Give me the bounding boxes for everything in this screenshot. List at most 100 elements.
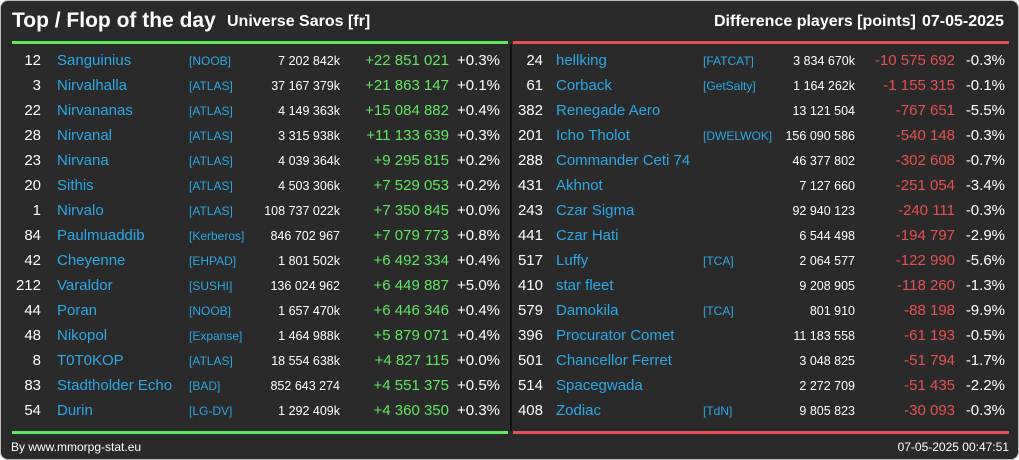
flop-accent-bar-bottom: [513, 431, 1009, 434]
player-name-link[interactable]: Paulmuaddib: [57, 227, 145, 244]
alliance-tag-link[interactable]: [SUSHI]: [189, 279, 233, 293]
player-rank: 42: [24, 252, 41, 269]
player-name-link[interactable]: Chancellor Ferret: [556, 352, 672, 369]
top-row: 42 Cheyenne [EHPAD] 1 801 502k +6 492 334 +0.…: [1, 248, 510, 273]
player-name-link[interactable]: hellking: [556, 52, 607, 69]
player-points: 1 464 988k: [278, 329, 340, 343]
player-rank: 23: [24, 152, 41, 169]
player-points: 4 039 364k: [278, 154, 340, 168]
player-name-link[interactable]: Nikopol: [57, 327, 108, 344]
player-name-link[interactable]: Spacegwada: [556, 377, 643, 394]
player-points: 7 127 660: [799, 179, 855, 193]
player-points: 4 503 306k: [278, 179, 340, 193]
player-name-link[interactable]: Luffy: [556, 252, 589, 269]
alliance-tag-link[interactable]: [ATLAS]: [189, 154, 233, 168]
alliance-tag-link[interactable]: [TdN]: [703, 404, 733, 418]
percent-change: -5.6%: [965, 252, 1005, 269]
flop-row: 441 Czar Hati 6 544 498 -194 797 -2.9%: [512, 223, 1018, 248]
alliance-tag-link[interactable]: [TCA]: [703, 304, 734, 318]
player-points: 9 805 823: [799, 404, 855, 418]
alliance-tag-link[interactable]: [DWELWOK]: [703, 129, 773, 143]
player-points: 11 183 558: [793, 329, 855, 343]
points-difference: -10 575 692: [874, 52, 955, 69]
player-name-link[interactable]: Nirvana: [57, 152, 109, 169]
player-rank: 431: [517, 177, 543, 194]
player-rank: 48: [24, 327, 41, 344]
player-name-link[interactable]: Renegade Aero: [556, 102, 661, 119]
percent-change: +0.3%: [457, 402, 500, 419]
alliance-tag-link[interactable]: [ATLAS]: [189, 129, 233, 143]
player-points: 108 737 022k: [264, 204, 340, 218]
player-rank: 61: [526, 77, 543, 94]
player-points: 3 048 825: [799, 354, 855, 368]
player-rank: 408: [517, 402, 543, 419]
player-name-link[interactable]: T0T0KOP: [57, 352, 124, 369]
player-points: 1 801 502k: [278, 254, 340, 268]
alliance-tag-link[interactable]: [NOOB]: [189, 304, 232, 318]
player-name-link[interactable]: Corback: [556, 77, 612, 94]
percent-change: -3.4%: [965, 177, 1005, 194]
player-name-link[interactable]: Cheyenne: [57, 252, 126, 269]
alliance-tag-link[interactable]: [NOOB]: [189, 54, 232, 68]
flop-row: 61 Corback [GetSalty] 1 164 262k -1 155 315-…: [512, 73, 1018, 98]
player-points: 2 272 709: [799, 379, 855, 393]
alliance-tag-link[interactable]: [BAD]: [189, 379, 221, 393]
player-name-link[interactable]: Czar Sigma: [556, 202, 635, 219]
points-difference: +7 350 845: [373, 202, 450, 219]
alliance-tag-link[interactable]: [ATLAS]: [189, 204, 233, 218]
flop-row: 517 Luffy [TCA] 2 064 577 -122 990 -5.6%: [512, 248, 1018, 273]
player-name-link[interactable]: Akhnot: [556, 177, 603, 194]
player-name-link[interactable]: Nirvanal: [57, 127, 113, 144]
player-name-link[interactable]: Procurator Comet: [556, 327, 675, 344]
page-title: Top / Flop of the day: [12, 9, 216, 32]
player-name-link[interactable]: Varaldor: [57, 277, 113, 294]
player-rank: 441: [517, 227, 543, 244]
top-row: 212 Varaldor [SUSHI] 136 024 962 +6 449 887 +…: [1, 273, 510, 298]
player-name-link[interactable]: Commander Ceti 74: [556, 152, 691, 169]
player-name-link[interactable]: Czar Hati: [556, 227, 619, 244]
percent-change: -0.5%: [965, 327, 1005, 344]
alliance-tag-link[interactable]: [ATLAS]: [189, 354, 233, 368]
top-row: 28 Nirvanal [ATLAS] 3 315 938k +11 133 639 +0…: [1, 123, 510, 148]
points-difference: -51 794: [904, 352, 955, 369]
points-difference: -251 054: [895, 177, 955, 194]
alliance-tag-link[interactable]: [LG-DV]: [189, 404, 233, 418]
alliance-tag-link[interactable]: [FATCAT]: [703, 54, 754, 68]
alliance-tag-link[interactable]: [TCA]: [703, 254, 734, 268]
alliance-tag-link[interactable]: [ATLAS]: [189, 79, 233, 93]
points-difference: +11 133 639: [366, 127, 449, 144]
percent-change: +0.2%: [457, 152, 500, 169]
player-name-link[interactable]: Zodiac: [556, 402, 602, 419]
player-name-link[interactable]: Damokila: [556, 302, 619, 319]
flop-row: 243 Czar Sigma 92 940 123 -240 111 -0.3%: [512, 198, 1018, 223]
player-name-link[interactable]: Icho Tholot: [556, 127, 630, 144]
player-name-link[interactable]: Poran: [57, 302, 98, 319]
alliance-tag-link[interactable]: [Expanse]: [189, 329, 243, 343]
top-row: 23 Nirvana [ATLAS] 4 039 364k +9 295 815 +0.2…: [1, 148, 510, 173]
points-difference: +4 827 115: [374, 352, 449, 369]
player-points: 1 292 409k: [278, 404, 340, 418]
player-rank: 382: [517, 102, 543, 119]
percent-change: +0.4%: [457, 252, 500, 269]
player-rank: 3: [32, 77, 41, 94]
player-points: 46 377 802: [792, 154, 855, 168]
top-row: 54 Durin [LG-DV] 1 292 409k +4 360 350 +0.3%: [1, 398, 510, 423]
alliance-tag-link[interactable]: [ATLAS]: [189, 179, 233, 193]
alliance-tag-link[interactable]: [GetSalty]: [703, 79, 756, 93]
metric-label: Difference players [points]: [714, 13, 916, 30]
player-points: 9 208 905: [799, 279, 855, 293]
alliance-tag-link[interactable]: [Kerberos]: [189, 229, 245, 243]
player-name-link[interactable]: Nirvalhalla: [57, 77, 128, 94]
player-name-link[interactable]: Nirvalo: [57, 202, 104, 219]
alliance-tag-link[interactable]: [EHPAD]: [189, 254, 237, 268]
flop-row: 431 Akhnot 7 127 660 -251 054 -3.4%: [512, 173, 1018, 198]
points-difference: -122 990: [895, 252, 955, 269]
player-name-link[interactable]: Stadtholder Echo: [57, 377, 173, 394]
percent-change: -1.7%: [965, 352, 1005, 369]
player-name-link[interactable]: star fleet: [556, 277, 614, 294]
player-name-link[interactable]: Durin: [57, 402, 93, 419]
player-name-link[interactable]: Sithis: [57, 177, 94, 194]
player-name-link[interactable]: Sanguinius: [57, 52, 132, 69]
alliance-tag-link[interactable]: [ATLAS]: [189, 104, 233, 118]
player-name-link[interactable]: Nirvananas: [57, 102, 133, 119]
